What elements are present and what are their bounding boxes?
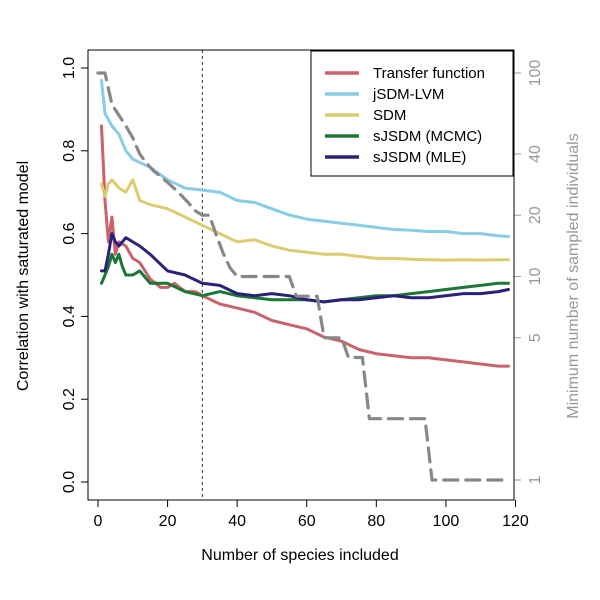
x-tick-label: 20 xyxy=(159,513,177,530)
y-tick-label: 0.8 xyxy=(61,140,78,162)
x-axis-label: Number of species included xyxy=(201,547,398,564)
x-tick-label: 100 xyxy=(433,513,460,530)
x-tick-label: 40 xyxy=(228,513,246,530)
y2-tick-label: 10 xyxy=(527,268,544,286)
y-axis-label: Correlation with saturated model xyxy=(15,161,32,391)
series-line-4 xyxy=(100,232,510,304)
y-tick-label: 0.4 xyxy=(61,305,78,327)
y2-tick-label: 5 xyxy=(527,333,544,342)
y-tick-label: 0.6 xyxy=(61,222,78,244)
y2-tick-label: 20 xyxy=(527,206,544,224)
series-line-3 xyxy=(100,252,510,304)
y2-tick-label: 100 xyxy=(527,60,544,87)
y2-tick-label: 40 xyxy=(527,145,544,163)
series-line-1 xyxy=(100,78,510,238)
legend-entry: sJSDM (MLE) xyxy=(373,149,466,166)
x-tick-label: 60 xyxy=(298,513,316,530)
legend-entry: SDM xyxy=(373,107,406,124)
plot-frame xyxy=(87,49,515,501)
y-tick-label: 0.2 xyxy=(61,388,78,410)
x-tick-label: 120 xyxy=(502,513,529,530)
y-tick-label: 0.0 xyxy=(61,471,78,493)
y-tick-label: 1.0 xyxy=(61,57,78,79)
x-tick-label: 0 xyxy=(94,513,103,530)
series-line-2 xyxy=(100,178,510,262)
y2-tick-label: 1 xyxy=(527,475,544,484)
legend-entry: sJSDM (MCMC) xyxy=(373,128,482,145)
legend-entry: jSDM-LVM xyxy=(372,86,444,103)
y2-axis-label: Minimum number of sampled individuals xyxy=(565,133,582,418)
x-tick-label: 80 xyxy=(367,513,385,530)
legend-entry: Transfer function xyxy=(373,65,485,82)
min-sampled-individuals-line xyxy=(96,71,511,482)
